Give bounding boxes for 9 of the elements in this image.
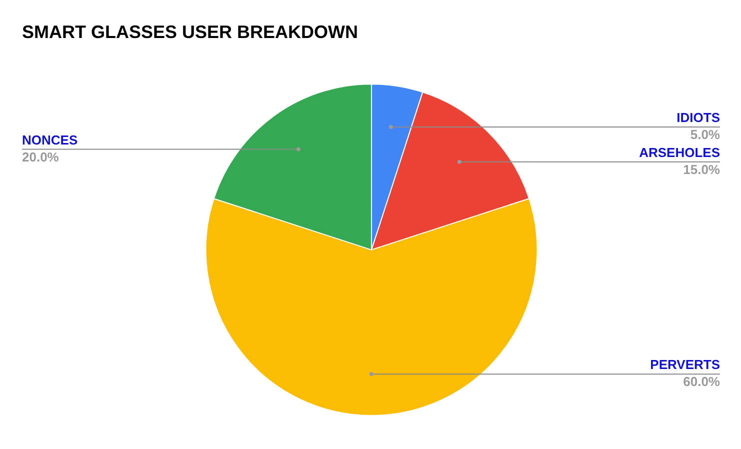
slice-label: NONCES xyxy=(22,132,78,148)
slice-label: PERVERTS xyxy=(650,357,720,372)
data-label: 60.0% xyxy=(683,374,720,390)
data-label: 20.0% xyxy=(22,149,60,164)
slice-label: ARSEHOLES xyxy=(639,145,720,160)
chart-title: SMART GLASSES USER BREAKDOWN xyxy=(22,22,358,42)
data-label: 15.0% xyxy=(683,162,720,177)
data-label: 5.0% xyxy=(690,127,720,142)
slice-label: IDIOTS xyxy=(676,110,720,126)
